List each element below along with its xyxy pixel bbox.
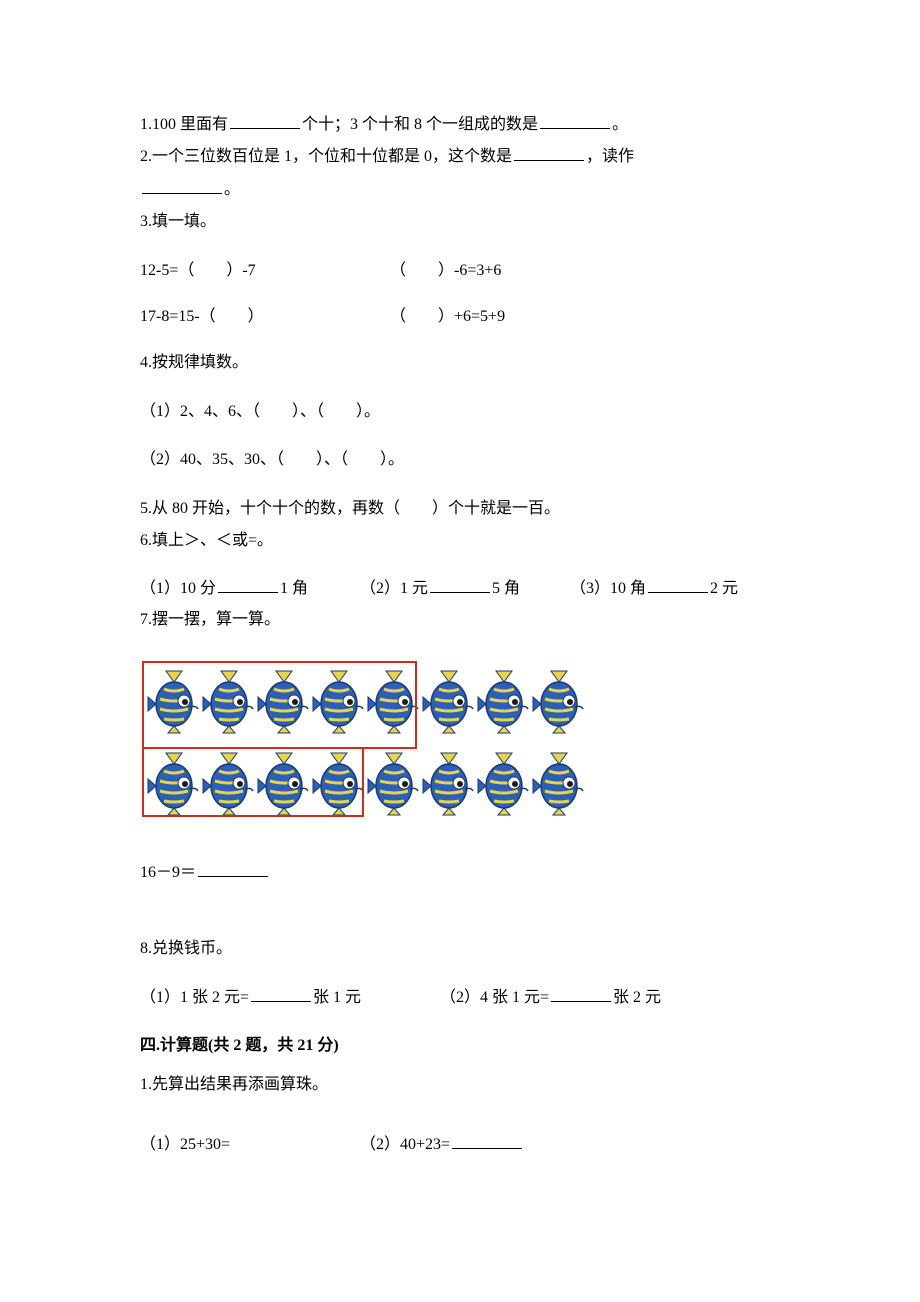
question-7-title: 7.摆一摆，算一算。 [140, 605, 780, 635]
q8-blank1[interactable] [251, 986, 311, 1002]
q6-part3: （3）10 角 2 元 [570, 574, 738, 604]
q3-eq4: （ ）+6=5+9 [390, 302, 505, 332]
q4-line1: （1）2、4、6、（ ）、（ ）。 [140, 397, 780, 427]
q7-blank[interactable] [198, 861, 268, 877]
question-3-title: 3.填一填。 [140, 207, 780, 237]
question-6-title: 6.填上＞、＜或=。 [140, 526, 780, 556]
q4-line2: （2）40、35、30、（ ）、（ ）。 [140, 445, 780, 475]
q3-row2: 17-8=15-（ ） （ ）+6=5+9 [140, 302, 780, 332]
fish-icon [531, 669, 586, 734]
s4-q1: 1.先算出结果再添画算珠。 [140, 1070, 780, 1100]
fish-icon [311, 751, 366, 816]
q2-text-c: 。 [224, 181, 240, 198]
fish-icon [146, 751, 201, 816]
q6-part2: （2）1 元 5 角 [360, 574, 570, 604]
q7-equation: 16－9＝ [140, 858, 780, 888]
question-5: 5.从 80 开始，十个十个的数，再数（ ）个十就是一百。 [140, 494, 780, 524]
question-1: 1.100 里面有 个十；3 个十和 8 个一组成的数是 。 [140, 110, 780, 140]
q8-p2b: 张 2 元 [613, 989, 661, 1006]
fish-icon [201, 751, 256, 816]
fish-icon [421, 669, 476, 734]
s4-eq2-blank[interactable] [452, 1133, 522, 1149]
q8-p1a: （1）1 张 2 元= [140, 989, 249, 1006]
question-4-title: 4.按规律填数。 [140, 348, 780, 378]
fish-icon [531, 751, 586, 816]
q7-eq-text: 16－9＝ [140, 864, 196, 881]
fish-icon [421, 751, 476, 816]
q6-p2b: 5 角 [492, 580, 520, 597]
q1-text-b: 个十；3 个十和 8 个一组成的数是 [302, 116, 538, 133]
s4-eq-row: （1）25+30= （2）40+23= [140, 1130, 780, 1160]
fish-row-1 [146, 669, 586, 734]
q2-blank-1[interactable] [514, 145, 584, 161]
fish-icon [146, 669, 201, 734]
q2-blank-2[interactable] [142, 178, 222, 194]
q1-text-c: 。 [612, 116, 628, 133]
fish-icon [476, 751, 531, 816]
q3-eq2: （ ）-6=3+6 [390, 256, 501, 286]
q3-row1: 12-5=（ ）-7 （ ）-6=3+6 [140, 256, 780, 286]
s4-eq1: （1）25+30= [140, 1130, 360, 1160]
fish-icon [201, 669, 256, 734]
q6-p1a: （1）10 分 [140, 580, 216, 597]
s4-eq2: （2）40+23= [360, 1130, 524, 1160]
q1-blank-2[interactable] [540, 113, 610, 129]
q8-blank2[interactable] [551, 986, 611, 1002]
question-2: 2.一个三位数百位是 1，个位和十位都是 0，这个数是 ，读作 [140, 142, 780, 172]
fish-row-2 [146, 751, 586, 816]
q3-eq3: 17-8=15-（ ） [140, 302, 390, 332]
q8-part1: （1）1 张 2 元= 张 1 元 [140, 983, 440, 1013]
q3-eq1: 12-5=（ ）-7 [140, 256, 390, 286]
q6-p3b: 2 元 [710, 580, 738, 597]
q1-text-a: 1.100 里面有 [140, 116, 228, 133]
q8-p2a: （2）4 张 1 元= [440, 989, 549, 1006]
fish-icon [311, 669, 366, 734]
q8-row: （1）1 张 2 元= 张 1 元 （2）4 张 1 元= 张 2 元 [140, 983, 780, 1013]
fish-icon [256, 751, 311, 816]
q6-row: （1）10 分 1 角 （2）1 元 5 角 （3）10 角 2 元 [140, 574, 780, 604]
q6-p3a: （3）10 角 [570, 580, 646, 597]
fish-icon [366, 669, 421, 734]
q6-blank2[interactable] [430, 577, 490, 593]
fish-icon [256, 669, 311, 734]
question-2-line2: 。 [140, 175, 780, 205]
fish-icon [476, 669, 531, 734]
q8-part2: （2）4 张 1 元= 张 2 元 [440, 983, 661, 1013]
section-4-title: 四.计算题(共 2 题，共 21 分) [140, 1031, 780, 1061]
s4-eq2-text: （2）40+23= [360, 1136, 450, 1153]
q2-text-a: 2.一个三位数百位是 1，个位和十位都是 0，这个数是 [140, 148, 512, 165]
fish-diagram [140, 659, 632, 824]
q8-p1b: 张 1 元 [313, 989, 361, 1006]
q2-text-b: ，读作 [586, 148, 634, 165]
q1-blank-1[interactable] [230, 113, 300, 129]
q6-p1b: 1 角 [280, 580, 308, 597]
fish-icon [366, 751, 421, 816]
q6-blank1[interactable] [218, 577, 278, 593]
q6-p2a: （2）1 元 [360, 580, 428, 597]
question-8-title: 8.兑换钱币。 [140, 934, 780, 964]
q6-blank3[interactable] [648, 577, 708, 593]
q6-part1: （1）10 分 1 角 [140, 574, 360, 604]
